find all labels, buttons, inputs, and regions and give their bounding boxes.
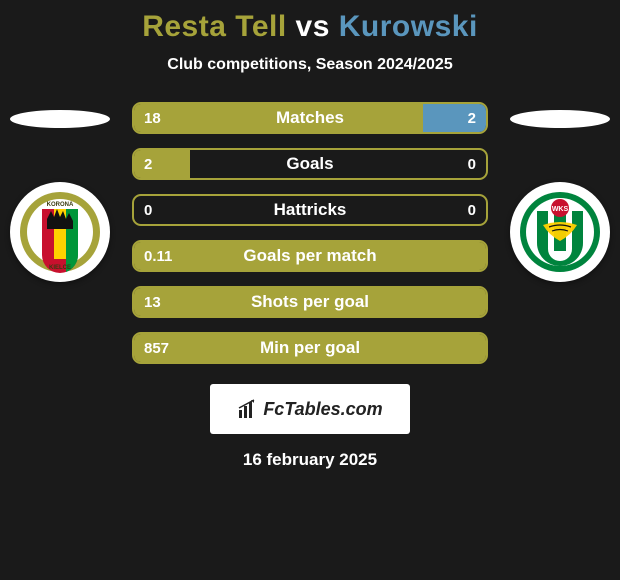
fctables-logo-icon [237, 398, 259, 420]
stat-label: Goals per match [134, 246, 486, 266]
stat-row: 20Goals [132, 148, 488, 180]
comparison-card: Resta Tell vs Kurowski Club competitions… [0, 0, 620, 470]
stat-row: 13Shots per goal [132, 286, 488, 318]
stat-label: Goals [134, 154, 486, 174]
shadow-left [10, 110, 110, 128]
team-badge-left: KORONA KIELCE [10, 182, 110, 282]
stat-row: 182Matches [132, 102, 488, 134]
svg-text:KORONA: KORONA [47, 202, 74, 208]
subtitle: Club competitions, Season 2024/2025 [0, 56, 620, 74]
stat-label: Shots per goal [134, 292, 486, 312]
slask-wroclaw-logo-icon: WKS [519, 191, 601, 273]
svg-text:KIELCE: KIELCE [49, 265, 71, 271]
korona-kielce-logo-icon: KORONA KIELCE [19, 191, 101, 273]
date-text: 16 february 2025 [0, 450, 620, 470]
stat-bars: 182Matches 20Goals 00Hattricks 0.11Goals pe… [132, 102, 488, 364]
stat-row: 0.11Goals per match [132, 240, 488, 272]
player-b-name: Kurowski [339, 10, 478, 43]
team-badge-right: WKS [510, 182, 610, 282]
stat-label: Matches [134, 108, 486, 128]
stat-label: Min per goal [134, 338, 486, 358]
shadow-right [510, 110, 610, 128]
main-area: KORONA KIELCE WKS 182Matches 20Goals 00Hat… [0, 102, 620, 470]
stat-row: 857Min per goal [132, 332, 488, 364]
watermark-text: FcTables.com [263, 399, 382, 420]
stat-row: 00Hattricks [132, 194, 488, 226]
player-a-name: Resta Tell [142, 10, 287, 43]
vs-text: vs [296, 10, 330, 43]
stat-label: Hattricks [134, 200, 486, 220]
svg-text:WKS: WKS [552, 206, 569, 213]
page-title: Resta Tell vs Kurowski [0, 10, 620, 44]
watermark: FcTables.com [210, 384, 410, 434]
